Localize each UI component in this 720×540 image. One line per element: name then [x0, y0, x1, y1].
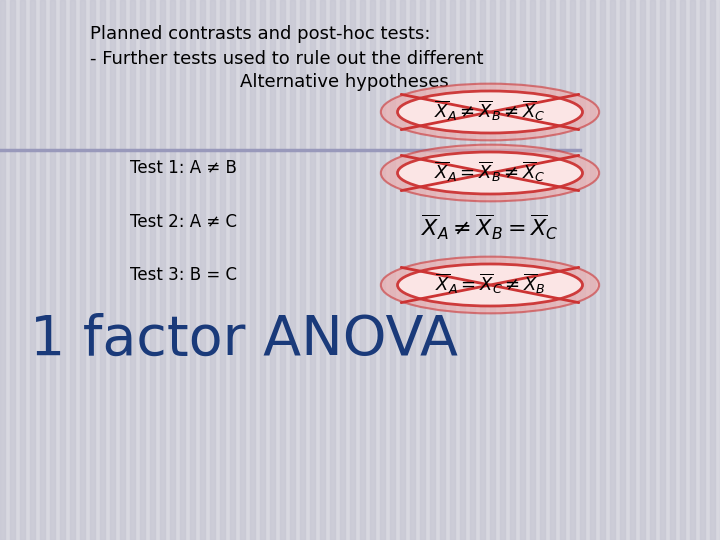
Bar	[220, 0, 225, 540]
Bar	[480, 0, 485, 540]
Bar	[20, 0, 25, 540]
Bar	[160, 0, 165, 540]
Text: 1 factor ANOVA: 1 factor ANOVA	[30, 313, 458, 367]
Bar	[710, 0, 715, 540]
Bar	[230, 0, 235, 540]
Bar	[340, 0, 345, 540]
Ellipse shape	[397, 264, 582, 306]
Bar	[0, 0, 5, 540]
Bar	[370, 0, 375, 540]
Bar	[420, 0, 425, 540]
Bar	[110, 0, 115, 540]
Bar	[270, 0, 275, 540]
Text: $\overline{X}_A \neq \overline{X}_B = \overline{X}_C$: $\overline{X}_A \neq \overline{X}_B = \o…	[421, 212, 559, 241]
Ellipse shape	[381, 256, 599, 313]
Bar	[580, 0, 585, 540]
Bar	[660, 0, 665, 540]
Text: $\overline{X}_A = \overline{X}_B \neq \overline{X}_C$: $\overline{X}_A = \overline{X}_B \neq \o…	[434, 160, 546, 184]
Bar	[440, 0, 445, 540]
Ellipse shape	[381, 84, 599, 140]
Text: Planned contrasts and post-hoc tests:: Planned contrasts and post-hoc tests:	[90, 25, 431, 43]
Text: Test 3: B = C: Test 3: B = C	[130, 266, 237, 284]
Bar	[670, 0, 675, 540]
Bar	[410, 0, 415, 540]
Bar	[100, 0, 105, 540]
Bar	[60, 0, 65, 540]
Ellipse shape	[397, 152, 582, 194]
Bar	[300, 0, 305, 540]
Bar	[540, 0, 545, 540]
Bar	[80, 0, 85, 540]
Bar	[40, 0, 45, 540]
Bar	[590, 0, 595, 540]
Bar	[240, 0, 245, 540]
Bar	[690, 0, 695, 540]
Bar	[180, 0, 185, 540]
Bar	[250, 0, 255, 540]
Bar	[310, 0, 315, 540]
Bar	[360, 0, 365, 540]
Bar	[570, 0, 575, 540]
Bar	[150, 0, 155, 540]
Bar	[600, 0, 605, 540]
Text: - Further tests used to rule out the different: - Further tests used to rule out the dif…	[90, 50, 484, 68]
Bar	[350, 0, 355, 540]
Bar	[190, 0, 195, 540]
Bar	[640, 0, 645, 540]
Bar	[70, 0, 75, 540]
Bar	[510, 0, 515, 540]
Bar	[30, 0, 35, 540]
Bar	[390, 0, 395, 540]
Bar	[170, 0, 175, 540]
Bar	[490, 0, 495, 540]
Bar	[380, 0, 385, 540]
Bar	[450, 0, 455, 540]
Bar	[120, 0, 125, 540]
Bar	[130, 0, 135, 540]
Text: $\overline{X}_A = \overline{X}_C \neq \overline{X}_B$: $\overline{X}_A = \overline{X}_C \neq \o…	[435, 272, 545, 296]
Bar	[630, 0, 635, 540]
Bar	[470, 0, 475, 540]
Bar	[280, 0, 285, 540]
Bar	[520, 0, 525, 540]
Bar	[460, 0, 465, 540]
Bar	[560, 0, 565, 540]
Bar	[500, 0, 505, 540]
Bar	[10, 0, 15, 540]
Bar	[320, 0, 325, 540]
Bar	[90, 0, 95, 540]
Bar	[610, 0, 615, 540]
Bar	[290, 0, 295, 540]
Bar	[530, 0, 535, 540]
Bar	[50, 0, 55, 540]
Bar	[650, 0, 655, 540]
Bar	[400, 0, 405, 540]
Bar	[620, 0, 625, 540]
Bar	[200, 0, 205, 540]
Bar	[680, 0, 685, 540]
Bar	[430, 0, 435, 540]
Bar	[330, 0, 335, 540]
Bar	[260, 0, 265, 540]
Ellipse shape	[381, 145, 599, 201]
Text: $\overline{X}_A \neq \overline{X}_B \neq \overline{X}_C$: $\overline{X}_A \neq \overline{X}_B \neq…	[434, 99, 546, 123]
Bar	[140, 0, 145, 540]
Text: Test 1: A ≠ B: Test 1: A ≠ B	[130, 159, 237, 177]
Ellipse shape	[397, 91, 582, 133]
Bar	[700, 0, 705, 540]
Bar	[210, 0, 215, 540]
Text: Alternative hypotheses: Alternative hypotheses	[240, 73, 449, 91]
Bar	[550, 0, 555, 540]
Text: Test 2: A ≠ C: Test 2: A ≠ C	[130, 213, 237, 231]
